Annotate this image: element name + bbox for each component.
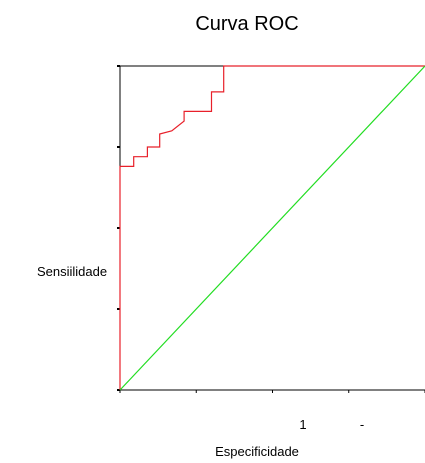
x-tick-label-2: -	[360, 417, 364, 432]
reference-diagonal-line	[119, 65, 425, 391]
roc-curve-line	[119, 65, 425, 390]
x-tick-label-1: 1	[299, 417, 306, 432]
plot-area	[117, 65, 425, 393]
y-axis-label: Sensiilidade	[37, 264, 107, 279]
x-axis-label: Especificidade	[215, 444, 299, 459]
chart-title: Curva ROC	[195, 13, 298, 35]
